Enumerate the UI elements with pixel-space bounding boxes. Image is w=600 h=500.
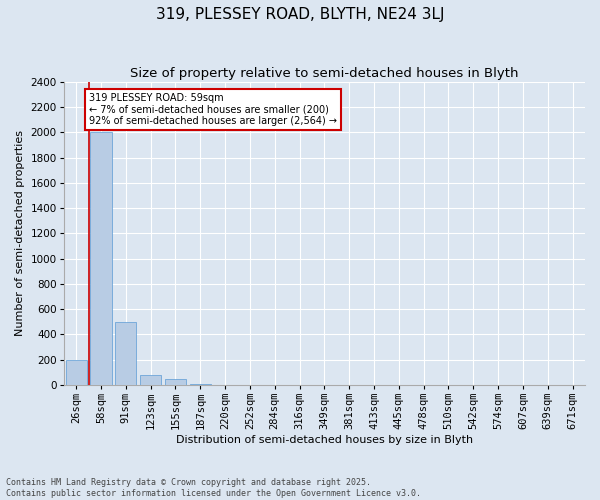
Y-axis label: Number of semi-detached properties: Number of semi-detached properties — [15, 130, 25, 336]
Bar — [65, 360, 87, 385]
Bar — [140, 375, 161, 385]
Bar — [115, 322, 136, 385]
Text: 319 PLESSEY ROAD: 59sqm
← 7% of semi-detached houses are smaller (200)
92% of se: 319 PLESSEY ROAD: 59sqm ← 7% of semi-det… — [89, 93, 337, 126]
Text: Contains HM Land Registry data © Crown copyright and database right 2025.
Contai: Contains HM Land Registry data © Crown c… — [6, 478, 421, 498]
X-axis label: Distribution of semi-detached houses by size in Blyth: Distribution of semi-detached houses by … — [176, 435, 473, 445]
Bar — [190, 384, 211, 385]
Bar — [165, 378, 186, 385]
Text: 319, PLESSEY ROAD, BLYTH, NE24 3LJ: 319, PLESSEY ROAD, BLYTH, NE24 3LJ — [156, 8, 444, 22]
Title: Size of property relative to semi-detached houses in Blyth: Size of property relative to semi-detach… — [130, 68, 518, 80]
Bar — [91, 132, 112, 385]
